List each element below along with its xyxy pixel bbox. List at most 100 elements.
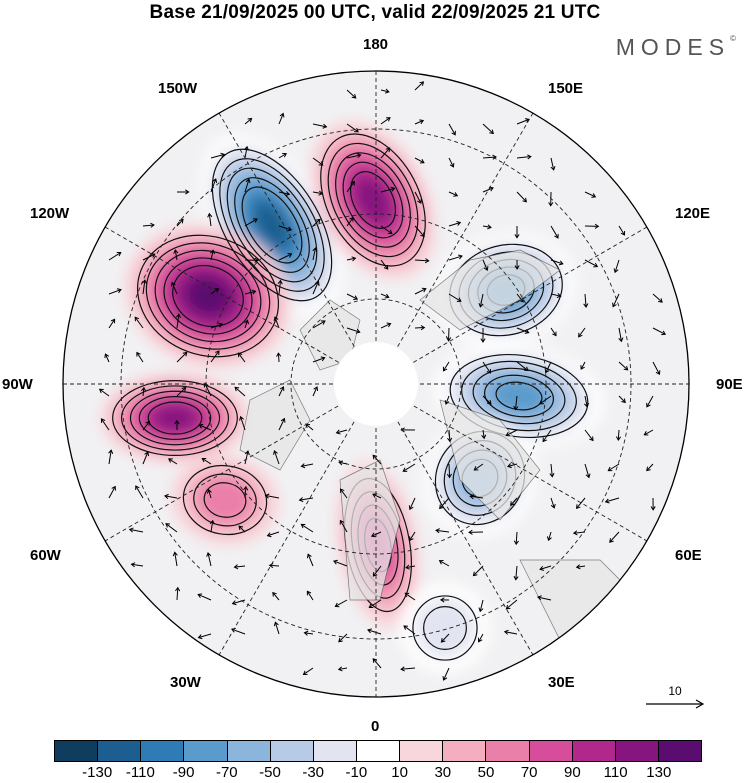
positive-center-1 (364, 188, 382, 212)
wind-arrow (108, 485, 116, 499)
wind-arrow (516, 361, 529, 372)
wind-arrow (482, 123, 494, 135)
reference-arrow-icon (646, 699, 705, 709)
wind-arrow (104, 353, 110, 363)
wind-arrow (312, 320, 326, 329)
wind-arrow (448, 157, 455, 168)
wind-arrow (442, 361, 450, 372)
colorbar-swatch (227, 741, 271, 761)
wind-arrow (264, 493, 280, 499)
colorbar (54, 740, 702, 762)
wind-arrow (446, 463, 453, 479)
wind-arrow (650, 497, 656, 511)
colorbar-swatch (184, 741, 228, 761)
wind-arrow (233, 564, 246, 570)
wind-arrow (98, 388, 110, 397)
negative-center-5 (430, 613, 460, 643)
wind-arrow (469, 494, 484, 500)
wind-arrow (278, 112, 285, 125)
wind-arrow (514, 225, 520, 239)
wind-arrow (278, 386, 285, 397)
wind-arrow (108, 252, 122, 261)
colorbar-tick-label: -130 (82, 764, 113, 781)
wind-arrow (210, 288, 220, 295)
lon-label-180: 180 (363, 36, 389, 53)
wind-arrow (478, 293, 484, 308)
lon-label-150w: 150W (158, 80, 198, 97)
wind-arrow (439, 497, 450, 510)
wind-arrow (539, 565, 552, 571)
wind-arrow (273, 316, 280, 329)
wind-arrow (380, 293, 390, 299)
wind-arrow (244, 319, 249, 329)
wind-arrow (334, 599, 348, 608)
streamline-contour (136, 234, 280, 358)
wind-arrow (210, 178, 218, 193)
wind-arrow (339, 488, 348, 499)
wind-arrow (197, 633, 212, 640)
wind-arrow (575, 497, 586, 510)
wind-arrow (244, 289, 257, 295)
streamline-contour (350, 171, 396, 229)
wind-arrow (380, 117, 391, 125)
wind-arrow (173, 249, 179, 261)
wind-arrow (584, 223, 600, 229)
wind-arrow (468, 529, 484, 535)
wind-arrow (273, 621, 280, 635)
streamline-contour (461, 360, 577, 432)
wind-arrow (206, 488, 212, 499)
wind-arrow (108, 288, 122, 295)
wind-arrow (505, 599, 518, 610)
colorbar-tick-label: -30 (302, 764, 325, 781)
wind-arrow (175, 586, 181, 601)
wind-arrow (513, 565, 519, 581)
wind-arrow (210, 152, 226, 159)
wind-arrow (578, 327, 586, 338)
wind-arrow (165, 523, 178, 533)
wind-arrow (618, 361, 629, 371)
colorbar-tick-label: 30 (434, 764, 452, 781)
wind-arrow (584, 429, 594, 442)
wind-arrow (380, 259, 389, 270)
colorbar-tick-label: -90 (172, 764, 195, 781)
colorbar-tick-label: 90 (564, 764, 581, 781)
wind-arrow (338, 633, 348, 643)
lon-label-120e: 120E (675, 205, 711, 222)
wind-arrow (584, 463, 591, 479)
wind-arrow (478, 599, 484, 613)
wind-arrow (482, 186, 494, 193)
wind-arrow (306, 553, 314, 567)
wind-arrow (646, 395, 654, 408)
wind-arrow (312, 356, 326, 363)
graticule (63, 71, 689, 697)
colorbar-swatch (529, 741, 573, 761)
wind-arrow (134, 316, 144, 329)
wind-arrow (312, 247, 318, 261)
reference-vector-label: 10 (668, 684, 682, 698)
wind-arrow (238, 525, 246, 533)
wind-arrow (266, 531, 280, 538)
negative-center-3 (504, 387, 534, 405)
wind-arrow (414, 287, 427, 295)
wind-arrow (618, 395, 626, 404)
colorbar-swatch (486, 741, 530, 761)
wind-arrow (312, 190, 324, 196)
wind-arrow (472, 565, 484, 577)
negative-center-1 (263, 213, 281, 237)
wind-arrow (448, 123, 456, 136)
wind-arrow (482, 224, 492, 230)
streamline-contour (138, 396, 212, 440)
wind-arrow (346, 293, 359, 301)
wind-arrow (244, 218, 258, 227)
wind-arrow (510, 497, 518, 506)
wind-arrow (618, 327, 624, 343)
wind-arrow (346, 153, 362, 159)
wind-arrow (480, 327, 486, 343)
lon-label-60e: 60E (675, 547, 702, 564)
wind-arrow (141, 279, 148, 295)
wind-arrow (448, 254, 463, 261)
colorbar-swatch (572, 741, 616, 761)
wind-arrow (142, 222, 155, 228)
wind-arrow (197, 593, 212, 601)
wind-arrow (516, 327, 530, 334)
